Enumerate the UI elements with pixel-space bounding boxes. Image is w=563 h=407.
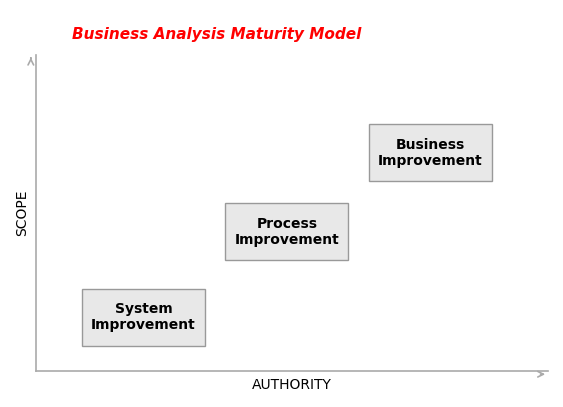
Text: Process
Improvement: Process Improvement (234, 217, 339, 247)
Y-axis label: SCOPE: SCOPE (15, 190, 29, 236)
Bar (369, 124, 491, 181)
X-axis label: AUTHORITY: AUTHORITY (252, 378, 332, 392)
Text: Business Analysis Maturity Model: Business Analysis Maturity Model (72, 27, 361, 42)
Text: Business
Improvement: Business Improvement (378, 138, 482, 168)
Text: System
Improvement: System Improvement (91, 302, 196, 333)
Bar (82, 289, 205, 346)
Bar (225, 204, 348, 260)
